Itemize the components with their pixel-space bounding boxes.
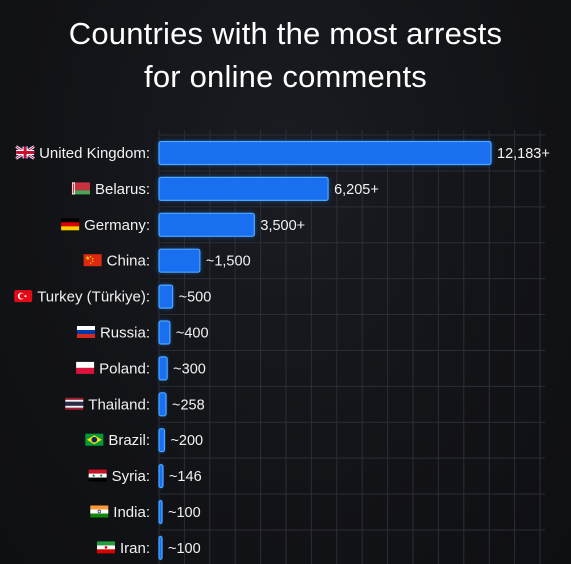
- data-label: ~400: [176, 326, 209, 342]
- germany-flag-icon: [61, 218, 80, 231]
- china-flag-icon: ★: [83, 254, 102, 267]
- bar: [158, 212, 255, 237]
- bar: [158, 284, 174, 309]
- category-label: Thailand:: [88, 396, 150, 413]
- iran-flag-icon: [96, 541, 115, 554]
- thailand-flag-icon: [65, 397, 84, 410]
- category-label: United Kingdom:: [39, 145, 150, 162]
- bar: [158, 499, 163, 525]
- chart-title-line-1: Countries with the most arrests: [68, 16, 503, 51]
- category-label: Poland:: [99, 360, 150, 377]
- data-label: ~100: [168, 541, 201, 557]
- bar: [158, 535, 163, 561]
- russia-flag-icon: [76, 326, 95, 338]
- data-label: ~500: [179, 290, 212, 306]
- bar: [158, 464, 164, 489]
- data-label: 3,500+: [260, 218, 305, 234]
- category-label: Belarus:: [95, 181, 150, 198]
- svg-text:★: ★: [99, 473, 103, 479]
- bar: [158, 176, 329, 201]
- syria-flag-icon: ★ ★: [88, 469, 107, 482]
- data-label: ~258: [172, 397, 205, 413]
- poland-flag-icon: [76, 361, 95, 374]
- chart-flags: ★★ ★: [14, 145, 115, 554]
- data-label: ~146: [169, 469, 202, 485]
- data-label: ~200: [170, 433, 203, 449]
- chart-gridlines: [158, 130, 545, 564]
- data-label: ~1,500: [206, 254, 251, 270]
- svg-text:★: ★: [85, 255, 90, 262]
- bar: [158, 140, 492, 166]
- category-label: China:: [107, 253, 150, 270]
- svg-text:★: ★: [92, 473, 96, 479]
- data-label: 12,183+: [497, 146, 550, 162]
- category-label: Brazil:: [108, 432, 150, 449]
- bar: [158, 392, 167, 417]
- category-label: Germany:: [84, 217, 150, 234]
- india-flag-icon: [90, 505, 109, 518]
- brazil-flag-icon: [85, 433, 104, 446]
- chart-data-labels: 12,183+ 6,205+ 3,500+ ~1,500 ~500 ~400 ~300 ~25…: [168, 146, 550, 557]
- belarus-flag-icon: [71, 182, 90, 195]
- data-label: ~100: [168, 505, 201, 521]
- category-label: Syria:: [112, 468, 150, 485]
- chart-category-labels: United Kingdom: Belarus: Germany: China: Tur…: [37, 145, 150, 557]
- uk-flag-icon: [15, 145, 35, 160]
- category-label: India:: [113, 504, 150, 521]
- category-label: Turkey (Türkiye):: [37, 289, 150, 306]
- data-label: ~300: [173, 361, 206, 377]
- bar: [158, 356, 168, 381]
- chart-bars: [158, 140, 492, 561]
- chart-title-line-2: for online comments: [144, 59, 427, 94]
- turkey-flag-icon: [14, 290, 33, 303]
- category-label: Iran:: [120, 540, 150, 557]
- bar: [158, 320, 171, 345]
- bar: [158, 248, 201, 273]
- bar: [158, 428, 166, 453]
- data-label: 6,205+: [334, 182, 379, 198]
- category-label: Russia:: [100, 325, 150, 342]
